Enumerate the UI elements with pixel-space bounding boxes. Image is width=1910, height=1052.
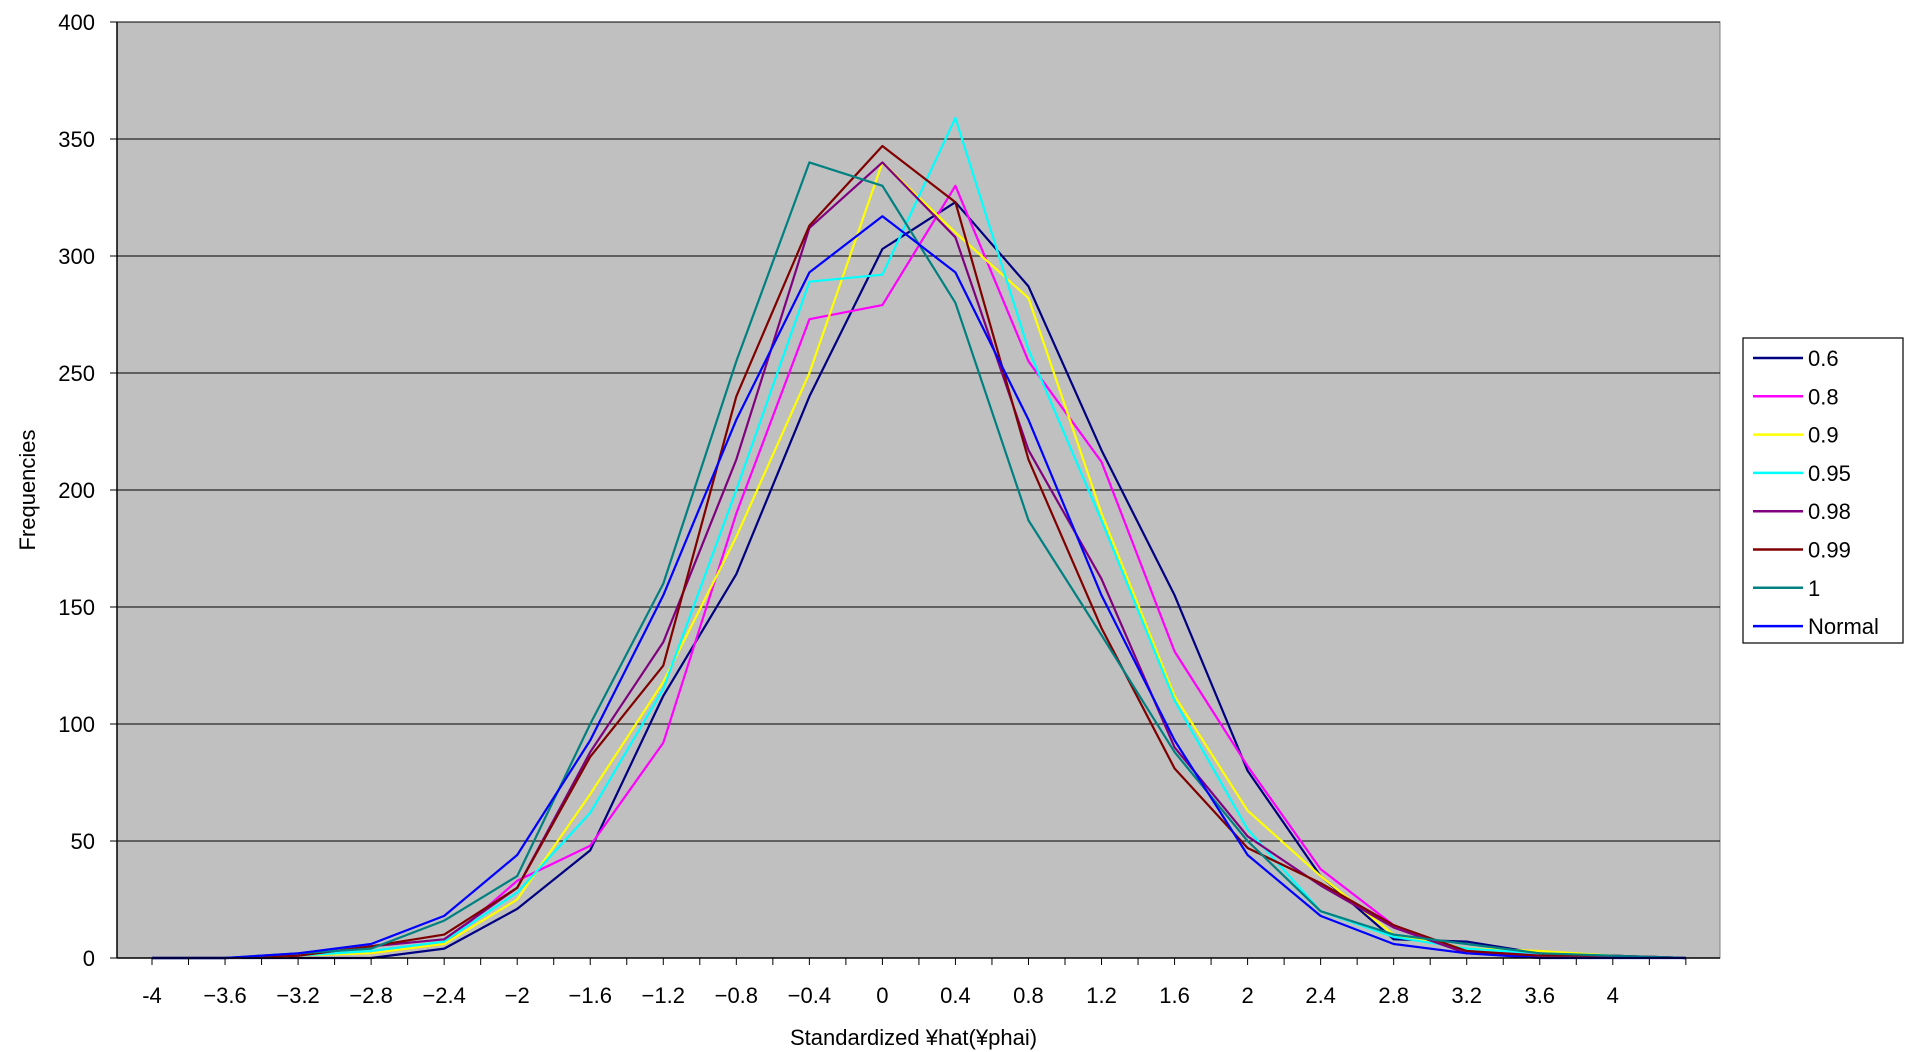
- y-tick-label: 200: [58, 478, 95, 503]
- x-tick-label: −2.4: [422, 983, 465, 1008]
- x-tick-label: 2.8: [1378, 983, 1409, 1008]
- legend: 0.6 0.8 0.9 0.95 0.98 0.99 1 Normal: [1742, 337, 1904, 644]
- x-tick-label: −2: [505, 983, 530, 1008]
- x-tick-label: 3.2: [1451, 983, 1482, 1008]
- series-line-0-99: [152, 144, 1686, 960]
- x-tick-label: −0.4: [788, 983, 831, 1008]
- legend-label: Normal: [1808, 614, 1879, 639]
- x-tick-label: 1.2: [1086, 983, 1117, 1008]
- x-tick-label: 2.4: [1305, 983, 1336, 1008]
- legend-label: 0.95: [1808, 461, 1851, 486]
- axes: [116, 22, 1720, 965]
- y-tick-label: 50: [71, 829, 95, 854]
- gridlines: [110, 21, 1720, 959]
- x-tick-label: −3.2: [276, 983, 319, 1008]
- y-axis-title: Frequencies: [15, 429, 40, 550]
- x-tick-label: −1.6: [569, 983, 612, 1008]
- x-tick-label: −2.8: [349, 983, 392, 1008]
- legend-label: 0.9: [1808, 423, 1839, 448]
- y-tick-label: 100: [58, 712, 95, 737]
- legend-box: [1742, 337, 1904, 644]
- x-tick-label: 4: [1607, 983, 1619, 1008]
- x-tick-label: 1.6: [1159, 983, 1190, 1008]
- x-tick-label: −0.8: [715, 983, 758, 1008]
- x-tick-label: 0.8: [1013, 983, 1044, 1008]
- y-tick-label: 0: [83, 946, 95, 971]
- y-tick-label: 350: [58, 127, 95, 152]
- series-line-normal: [152, 215, 1686, 960]
- x-tick-label: 0: [876, 983, 888, 1008]
- legend-label: 0.99: [1808, 538, 1851, 563]
- series-line-0-98: [152, 161, 1686, 960]
- y-tick-label: 150: [58, 595, 95, 620]
- y-tick-labels: 0 50 100 150 200 250 300 350 400: [58, 10, 95, 971]
- y-tick-label: 300: [58, 244, 95, 269]
- series-line-0-95: [152, 116, 1686, 960]
- y-tick-label: 400: [58, 10, 95, 35]
- legend-label: 0.8: [1808, 384, 1839, 409]
- legend-label: 0.98: [1808, 499, 1851, 524]
- x-tick-label: 0.4: [940, 983, 971, 1008]
- legend-label: 0.6: [1808, 346, 1839, 371]
- x-tick-label: −1.2: [642, 983, 685, 1008]
- x-tick-label: -4: [142, 983, 162, 1008]
- y-tick-label: 250: [58, 361, 95, 386]
- x-tick-label: −3.6: [203, 983, 246, 1008]
- x-tick-label: 2: [1241, 983, 1253, 1008]
- series-lines: [152, 116, 1686, 960]
- x-tick-label: 3.6: [1524, 983, 1555, 1008]
- legend-label: 1: [1808, 576, 1820, 601]
- x-axis-title: Standardized ¥hat(¥phai): [790, 1025, 1037, 1050]
- x-tick-labels: -4 −3.6 −3.2 −2.8 −2.4 −2 −1.6 −1.2 −0.8 −0.4 0 0.4…: [142, 983, 1619, 1008]
